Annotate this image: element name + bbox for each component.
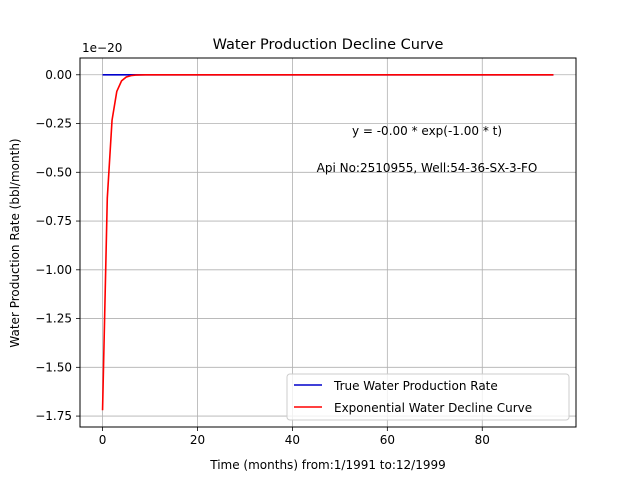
x-tick-label: 40 — [285, 433, 300, 447]
y-tick-label: −1.00 — [35, 263, 72, 277]
legend-label-decline-curve: Exponential Water Decline Curve — [334, 401, 532, 415]
y-tick-label: −1.75 — [35, 409, 72, 423]
x-tick-label: 0 — [99, 433, 107, 447]
x-tick-label: 20 — [190, 433, 205, 447]
plot-frame — [79, 57, 577, 428]
y-tick-label: 0.00 — [45, 68, 72, 82]
y-tick-label: −1.50 — [35, 360, 72, 374]
series-line-decline-curve — [101, 73, 554, 411]
y-tick-label: −0.50 — [35, 165, 72, 179]
y-axis-label: Water Production Rate (bbl/month) — [8, 138, 22, 347]
x-tick-label: 60 — [380, 433, 395, 447]
grid-lines — [80, 58, 576, 427]
axis-ticks: 0 20 40 60 80 0.00 −0.25 −0.50 −0.75 −1.00 −1.25 −1… — [35, 68, 490, 447]
y-tick-label: −1.25 — [35, 312, 72, 326]
series-lines — [101, 73, 554, 411]
legend-box — [286, 373, 570, 421]
equation-annotation: y = -0.00 * exp(-1.00 * t) — [352, 124, 502, 138]
y-tick-label: −0.75 — [35, 214, 72, 228]
x-axis-label: Time (months) from:1/1991 to:12/1999 — [209, 458, 446, 472]
legend: True Water Production Rate Exponential W… — [286, 373, 570, 421]
legend-label-true-rate: True Water Production Rate — [333, 379, 498, 393]
y-offset-label: 1e−20 — [82, 41, 122, 55]
chart-title: Water Production Decline Curve — [213, 37, 444, 53]
well-annotation: Api No:2510955, Well:54-36-SX-3-FO — [317, 161, 538, 175]
y-tick-label: −0.25 — [35, 117, 72, 131]
x-tick-label: 80 — [475, 433, 490, 447]
